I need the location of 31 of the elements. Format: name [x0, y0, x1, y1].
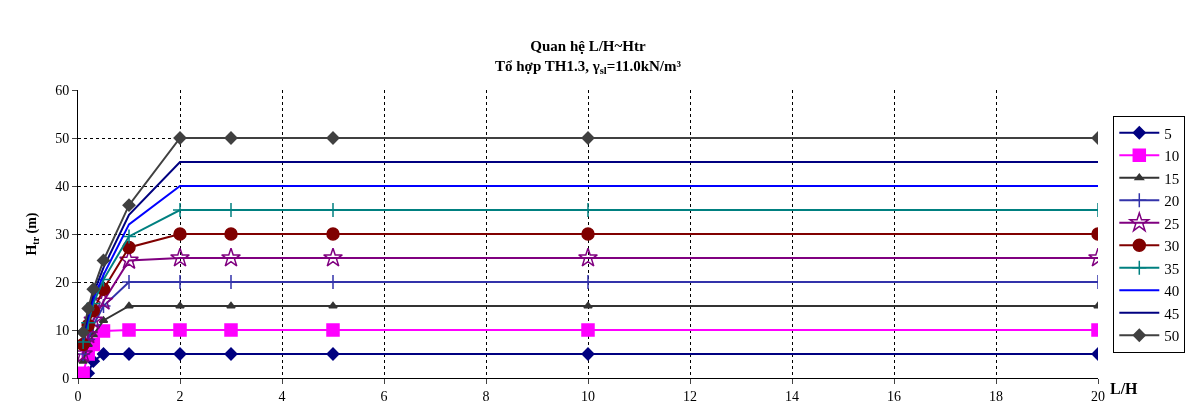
legend-label: 45: [1164, 305, 1180, 322]
legend-label: 30: [1164, 238, 1180, 255]
x-tick-label: 16: [887, 388, 901, 404]
x-tick-label: 8: [482, 388, 490, 404]
x-tick-label: 4: [278, 388, 286, 404]
legend-label: 5: [1164, 125, 1172, 142]
x-tick-label: 20: [1091, 388, 1105, 404]
chart-title: Quan hệ L/H~Htr: [530, 38, 646, 54]
y-tick-label: 60: [55, 82, 70, 98]
y-tick-label: 0: [62, 370, 70, 386]
chart-subtitle: Tổ hợp TH1.3, γ$_{sl}$=11.0kN/m³: [495, 57, 682, 76]
y-tick-label: 50: [55, 130, 70, 146]
legend-label: 50: [1164, 328, 1180, 345]
legend-label: 10: [1164, 148, 1180, 165]
legend-label: 20: [1164, 193, 1180, 210]
x-axis-title: L/H: [1110, 380, 1139, 397]
legend-label: 35: [1164, 260, 1180, 277]
x-tick-label: 0: [74, 388, 82, 404]
y-tick-label: 40: [55, 178, 70, 194]
x-tick-label: 10: [581, 388, 595, 404]
legend-label: 15: [1164, 170, 1180, 187]
x-tick-label: 12: [683, 388, 697, 404]
y-tick-label: 20: [55, 274, 70, 290]
legend-label: 25: [1164, 215, 1180, 232]
x-tick-label: 2: [176, 388, 184, 404]
y-tick-label: 30: [55, 226, 70, 242]
x-tick-label: 18: [989, 388, 1003, 404]
y-tick-label: 10: [55, 322, 70, 338]
x-tick-label: 6: [380, 388, 388, 404]
x-tick-label: 14: [785, 388, 799, 404]
legend-label: 40: [1164, 283, 1180, 300]
